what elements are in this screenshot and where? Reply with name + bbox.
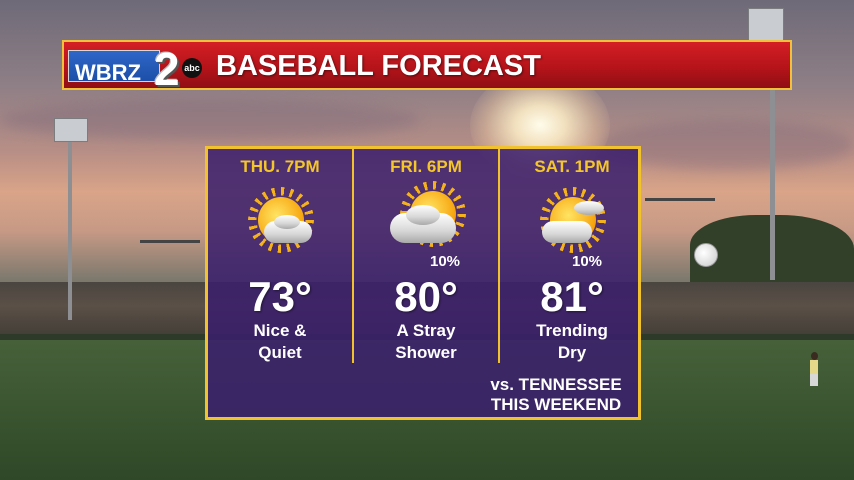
- light-bank-left: [54, 118, 88, 142]
- forecast-temperature: 81°: [540, 273, 604, 320]
- forecast-description-line1: A Stray: [396, 321, 456, 340]
- station-logo: WBRZ 2 abc: [68, 43, 208, 95]
- light-pole-left: [68, 140, 72, 320]
- press-box-roof-left: [140, 240, 200, 243]
- forecast-description-line1: Nice &: [253, 321, 307, 340]
- cloud-with-sun-icon: [390, 181, 468, 251]
- column-divider: [498, 149, 500, 363]
- forecast-day-label: THU. 7PM: [240, 157, 320, 176]
- precip-chance: 10%: [430, 253, 461, 270]
- page-title: BASEBALL FORECAST: [216, 50, 541, 82]
- forecast-temperature: 80°: [394, 273, 458, 320]
- sun-behind-cloud-icon: [538, 187, 614, 253]
- forecast-day-label: FRI. 6PM: [390, 157, 462, 176]
- forecast-description-line1: Trending: [536, 321, 608, 340]
- forecast-day-thursday: THU. 7PM 73° Nice & Quiet: [208, 149, 352, 363]
- precip-chance: 10%: [572, 253, 603, 270]
- light-bank-right: [748, 8, 784, 42]
- scoreboard-ball-icon: [694, 243, 718, 267]
- sky-cloud: [600, 120, 854, 170]
- forecast-description-line2: Dry: [557, 343, 587, 362]
- forecast-description-line2: Quiet: [258, 343, 302, 362]
- logo-station-text: WBRZ: [75, 60, 141, 85]
- forecast-day-friday: FRI. 6PM 10% 80° A Stray Shower: [354, 149, 498, 363]
- sun-behind-cloud-icon: [246, 187, 322, 253]
- outfielder-figure: [808, 352, 820, 386]
- logo-channel-number: 2: [154, 43, 180, 95]
- title-bar: WBRZ 2 abc BASEBALL FORECAST: [62, 40, 792, 95]
- forecast-day-saturday: SAT. 1PM 10% 81° Trending Dry: [500, 149, 644, 363]
- forecast-description-line2: Shower: [395, 343, 457, 362]
- opponent-note-line2: THIS WEEKEND: [490, 395, 622, 414]
- press-box-roof-right: [645, 198, 715, 201]
- opponent-note-line1: vs. TENNESSEE: [490, 375, 622, 394]
- light-pole-right: [770, 40, 775, 280]
- forecast-panel: THU. 7PM 73° Nice & Quiet FRI. 6PM 10% 8…: [205, 146, 641, 420]
- forecast-temperature: 73°: [248, 273, 312, 320]
- forecast-day-label: SAT. 1PM: [534, 157, 610, 176]
- logo-box: WBRZ: [68, 50, 160, 85]
- abc-network-icon: abc: [182, 58, 202, 78]
- column-divider: [352, 149, 354, 363]
